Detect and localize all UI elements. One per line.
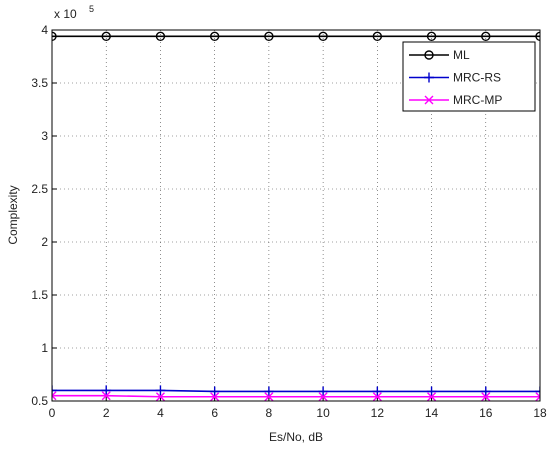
x-tick-label: 16 (479, 406, 493, 420)
series-line (52, 394, 540, 398)
legend-marker (424, 50, 434, 60)
marker (535, 386, 540, 397)
marker (263, 386, 274, 397)
series-line (52, 389, 540, 393)
marker (318, 386, 329, 397)
legend-marker (424, 72, 434, 83)
y-tick-label: 0.5 (31, 394, 48, 408)
marker (209, 31, 220, 42)
marker (155, 392, 165, 401)
marker (372, 31, 383, 42)
marker (101, 385, 112, 396)
legend-marker (424, 95, 434, 105)
marker (426, 31, 437, 42)
y-tick-label: 2 (41, 235, 48, 249)
y-axis-label: Complexity (6, 185, 20, 244)
marker (318, 392, 328, 401)
marker (264, 392, 274, 401)
plot-series (52, 31, 540, 401)
x-tick-label: 6 (211, 406, 218, 420)
marker (318, 31, 328, 42)
x-axis-label: Es/No, dB (269, 430, 323, 444)
marker (480, 386, 491, 397)
axes-box (51, 29, 541, 402)
marker (535, 392, 540, 401)
marker (535, 31, 540, 42)
marker (372, 392, 382, 401)
marker (481, 31, 491, 42)
y-tick-label: 3.5 (31, 76, 48, 90)
y-tick-label: 3 (41, 129, 48, 143)
marker (427, 392, 437, 401)
x-tick-label: 2 (103, 406, 110, 420)
x-tick-label: 14 (425, 406, 439, 420)
legend-label: ML (453, 48, 470, 62)
marker (52, 31, 57, 42)
marker (101, 31, 111, 42)
x-tick-label: 0 (49, 406, 56, 420)
marker (426, 386, 437, 397)
y-tick-label: 2.5 (31, 182, 48, 196)
x-tick-label: 4 (157, 406, 164, 420)
x-tick-label: 12 (371, 406, 385, 420)
marker (481, 392, 491, 401)
x-tick-label: 10 (316, 406, 330, 420)
x-tick-label: 18 (533, 406, 547, 420)
marker (101, 391, 111, 401)
y-scale-exponent: 5 (89, 4, 94, 14)
y-scale-label: x 10 (54, 7, 77, 21)
marker (155, 385, 166, 396)
legend-label: MRC-MP (453, 93, 502, 107)
x-tick-label: 8 (266, 406, 273, 420)
y-tick-label: 1 (41, 341, 48, 355)
marker (52, 391, 57, 401)
y-tick-label: 1.5 (31, 288, 48, 302)
marker (264, 31, 274, 42)
marker (155, 31, 166, 42)
marker (210, 392, 220, 401)
y-tick-label: 4 (41, 23, 48, 37)
legend-label: MRC-RS (453, 71, 501, 85)
marker (52, 385, 57, 396)
marker (372, 386, 383, 397)
marker (209, 386, 220, 397)
